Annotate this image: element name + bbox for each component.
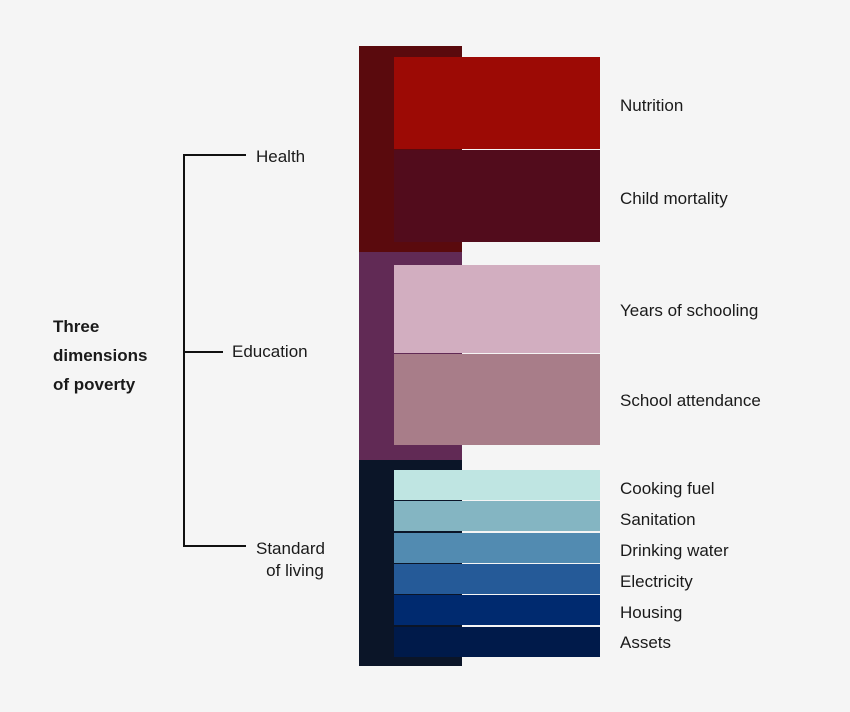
indicator-label-years-of-schooling: Years of schooling — [620, 301, 759, 320]
bracket-education-branch — [183, 351, 223, 353]
dimension-label-living-line-2: of living — [266, 561, 324, 580]
indicator-label-school-attendance: School attendance — [620, 391, 761, 410]
indicator-label-drinking-water: Drinking water — [620, 541, 729, 560]
title-line-2: dimensions — [53, 346, 148, 365]
indicator-bar-drinking-water — [394, 533, 600, 563]
title-line-1: Three — [53, 317, 100, 336]
dimension-label-standard-of-living: Standard of living — [256, 538, 325, 582]
dimension-label-education: Education — [232, 342, 308, 361]
indicator-label-child-mortality: Child mortality — [620, 189, 728, 208]
indicator-bar-school-attendance — [394, 354, 600, 445]
bracket-living-branch — [183, 545, 246, 547]
dimension-label-health: Health — [256, 147, 306, 166]
indicator-label-sanitation: Sanitation — [620, 510, 696, 529]
indicator-label-assets: Assets — [620, 633, 672, 652]
title-line-3: of poverty — [53, 375, 136, 394]
indicator-bar-electricity — [394, 564, 600, 594]
bracket-health-branch — [183, 154, 246, 156]
diagram-title: Three dimensions of poverty — [53, 312, 147, 399]
indicator-label-cooking-fuel: Cooking fuel — [620, 479, 715, 498]
indicator-label-nutrition: Nutrition — [620, 96, 684, 115]
indicator-bar-child-mortality — [394, 150, 600, 242]
dimension-label-living-line-1: Standard — [256, 539, 325, 558]
indicator-bar-nutrition — [394, 57, 600, 149]
bracket-vertical-line — [183, 154, 185, 547]
indicator-bar-housing — [394, 595, 600, 625]
indicator-bar-years-of-schooling — [394, 265, 600, 353]
indicator-bar-cooking-fuel — [394, 470, 600, 500]
indicator-label-housing: Housing — [620, 603, 683, 622]
indicator-label-electricity: Electricity — [620, 572, 693, 591]
indicator-bar-sanitation — [394, 501, 600, 531]
indicator-bar-assets — [394, 627, 600, 657]
